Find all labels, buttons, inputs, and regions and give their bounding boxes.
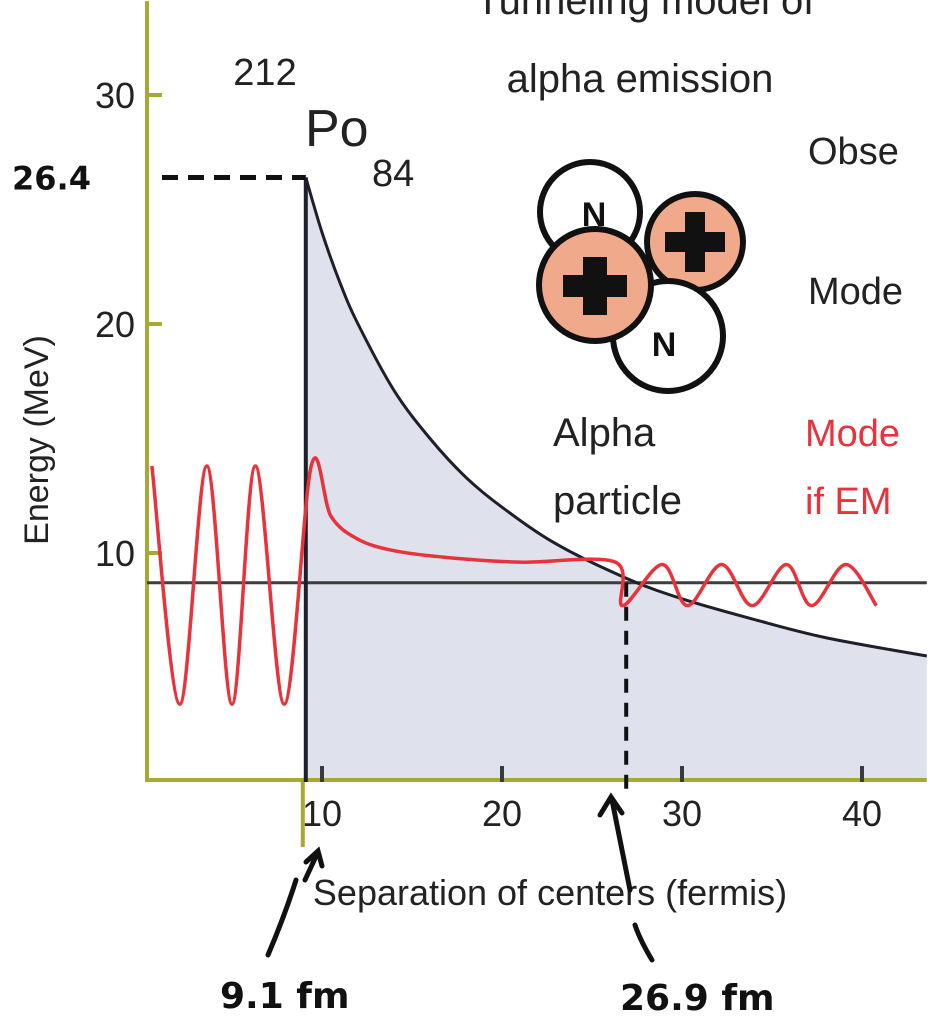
element-symbol: Po — [305, 100, 369, 158]
arrow — [597, 792, 655, 963]
nucleon-label: N — [652, 326, 677, 364]
y-marker-label: 26.4 — [12, 159, 91, 197]
side-text: Mode — [808, 271, 903, 313]
title-line: Tunneling model of — [476, 0, 816, 23]
y-axis-label: Energy (MeV) — [18, 335, 56, 545]
particle-label: particle — [553, 479, 682, 523]
particle-label: Alpha — [553, 411, 656, 455]
arrow — [265, 846, 325, 958]
x-tick-label: 10 — [302, 793, 342, 834]
x-marker-label: 26.9 fm — [620, 978, 775, 1019]
plus-sign — [563, 257, 627, 315]
y-tick-label: 30 — [95, 75, 135, 116]
x-tick-label: 20 — [482, 793, 522, 834]
title-line: alpha emission — [507, 57, 774, 101]
barrier-fill — [305, 177, 927, 782]
side-text: Obse — [808, 131, 899, 173]
nucleon-label: N — [582, 196, 607, 234]
side-text: Mode — [805, 413, 900, 455]
plot: 10 20 30 10 20 30 40 — [95, 1, 928, 847]
x-axis-label: Separation of centers (fermis) — [313, 872, 787, 913]
x-tick-label: 30 — [662, 793, 702, 834]
wave-function — [150, 456, 878, 706]
arrows — [265, 792, 655, 963]
barrier-curve — [304, 177, 928, 658]
plus-sign — [665, 212, 725, 272]
mass-number: 212 — [233, 52, 296, 94]
y-tick-label: 10 — [95, 533, 135, 574]
y-tick-label: 20 — [95, 304, 135, 345]
x-tick-label: 40 — [842, 793, 882, 834]
x-marker-label: 9.1 fm — [220, 976, 349, 1017]
side-text: if EM — [805, 481, 892, 523]
alpha-particle — [536, 159, 746, 394]
atomic-number: 84 — [372, 153, 414, 195]
